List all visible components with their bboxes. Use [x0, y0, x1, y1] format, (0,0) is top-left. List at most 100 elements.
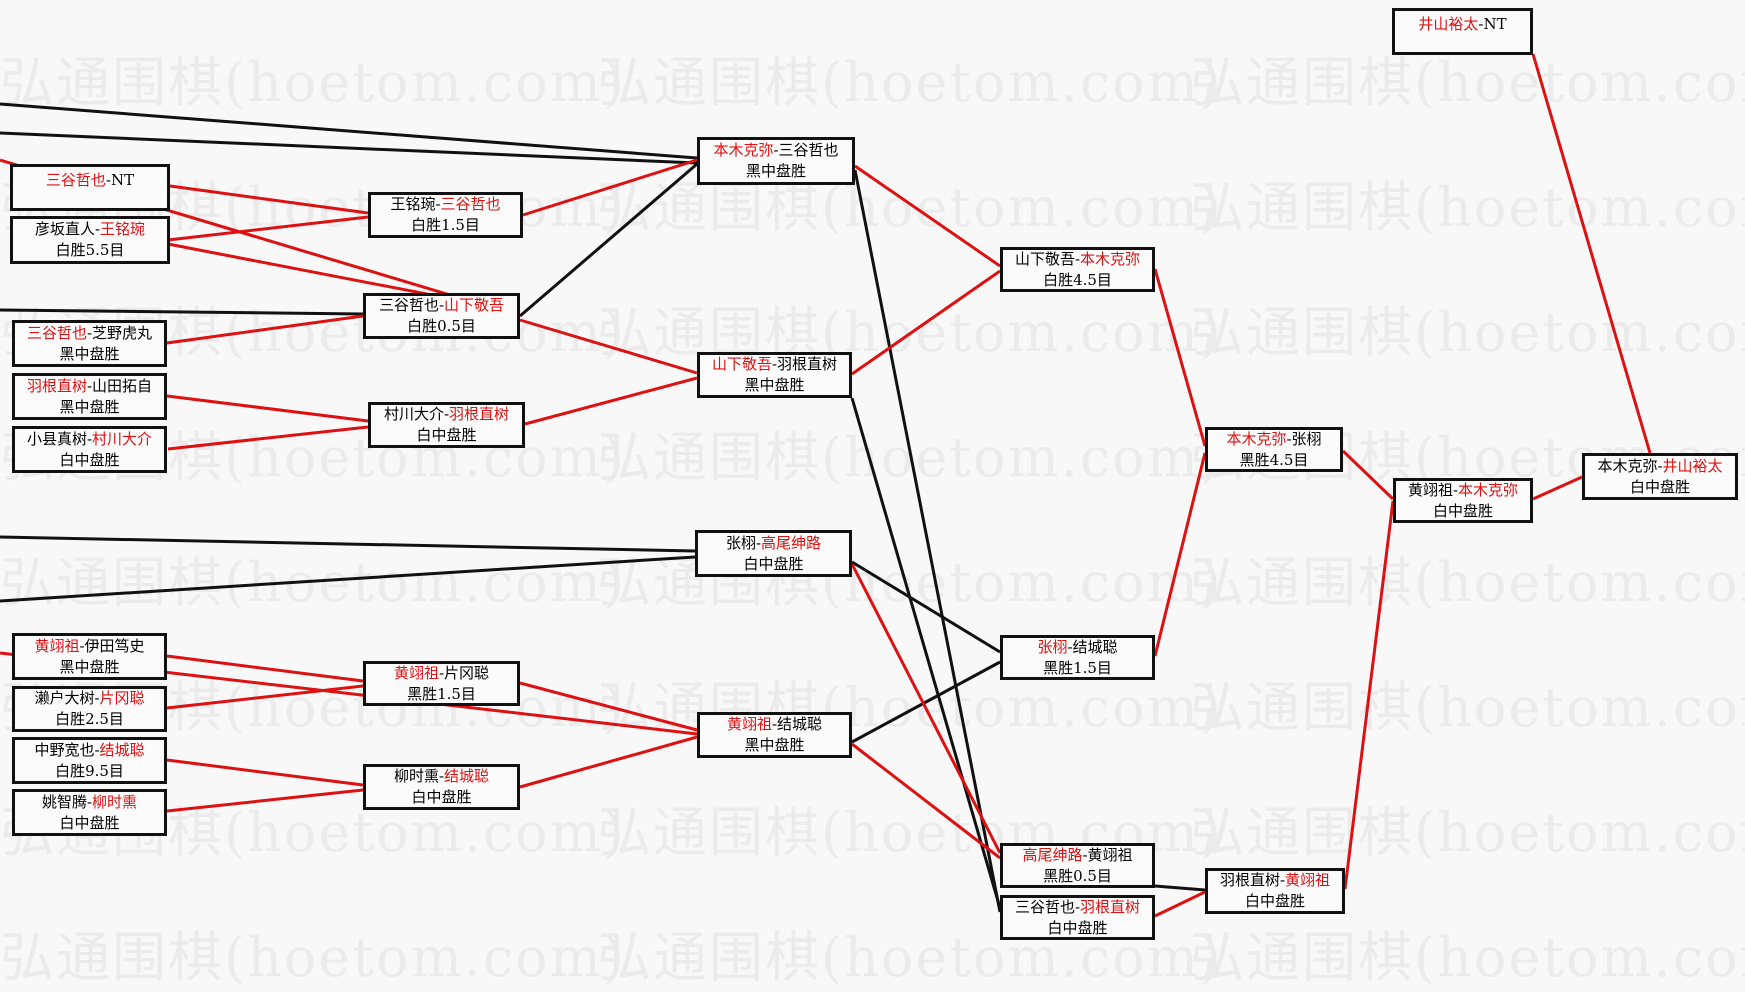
match-players: 三谷哲也-芝野虎丸 — [27, 323, 152, 344]
player-name: 王铭琬 — [390, 195, 436, 213]
connector-winner-line — [169, 184, 369, 215]
match-result: 白胜2.5目 — [55, 710, 124, 728]
watermark-text: 弘通围棋(hoetom.com) — [0, 51, 626, 114]
match-players: 三谷哲也-NT — [46, 170, 134, 191]
connector-winner-line — [166, 314, 364, 345]
match-result: 白中盘胜 — [1047, 918, 1108, 937]
separator: - — [94, 220, 101, 238]
separator: - — [1657, 456, 1663, 475]
separator: - — [438, 663, 445, 682]
match-box-huang-ida[interactable]: 黄翊祖-伊田笃史 黑中盘胜 — [12, 633, 167, 680]
connector-winner-line — [167, 425, 369, 451]
match-result: 白中盘胜 — [1432, 501, 1493, 520]
match-players: 本木克弥-三谷哲也 — [713, 140, 838, 161]
match-players: 黄翊祖-伊田笃史 — [34, 636, 144, 657]
winner-name: 本木克弥 — [713, 141, 774, 159]
match-players: 濑户大树-片冈聪 — [34, 688, 144, 709]
connector-winner-line — [166, 788, 364, 813]
winner-name: 三谷哲也 — [45, 171, 106, 189]
winner-name: 山下敬吾 — [444, 296, 505, 314]
player-name: 芝野虎丸 — [92, 323, 153, 342]
match-box-huang-kataoka[interactable]: 黄翊祖-片冈聪 黑胜1.5目 — [363, 661, 520, 706]
winner-name: 三谷哲也 — [440, 195, 501, 213]
connector-winner-line — [519, 681, 698, 732]
separator: - — [1074, 897, 1081, 916]
match-box-hikosaka-wang[interactable]: 彦坂直人-王铭琬 白胜5.5目 — [10, 216, 170, 264]
match-box-yamashita-hane[interactable]: 山下敬吾-羽根直树 黑中盘胜 — [697, 352, 852, 398]
match-players: 本木克弥-井山裕太 — [1597, 456, 1722, 477]
match-box-motoki-mitani[interactable]: 本木克弥-三谷哲也 黑中盘胜 — [697, 137, 855, 185]
connector-winner-line — [519, 735, 698, 789]
winner-name: 井山裕太 — [1662, 456, 1723, 475]
match-box-motoki-iyama[interactable]: 本木克弥-井山裕太 白中盘胜 — [1582, 453, 1738, 500]
match-box-yamashita-motoki[interactable]: 山下敬吾-本木克弥 白胜4.5目 — [1000, 247, 1155, 292]
match-result: 白中盘胜 — [416, 426, 477, 444]
match-box-zhang-yuki[interactable]: 张栩-结城聪 黑胜1.5目 — [1000, 635, 1155, 680]
match-players: 山下敬吾-本木克弥 — [1015, 249, 1140, 270]
connector-winner-line — [166, 394, 369, 423]
match-result: 黑胜0.5目 — [1043, 866, 1112, 885]
match-box-yao-yanagi[interactable]: 姚智腾-柳时熏 白中盘胜 — [12, 789, 167, 836]
winner-name: 黄翊祖 — [34, 636, 80, 655]
player-name: 山下敬吾 — [1014, 249, 1075, 268]
match-box-iyama-nt[interactable]: 井山裕太-NT — [1392, 8, 1533, 55]
player-name: 三谷哲也 — [378, 296, 439, 314]
connector-loser-line — [1154, 884, 1206, 892]
match-box-seto-kataoka[interactable]: 濑户大树-片冈聪 白胜2.5目 — [12, 686, 167, 732]
connector-winner-line — [1343, 500, 1395, 890]
connector-loser-line — [0, 102, 698, 160]
winner-name: 本木克弥 — [1226, 429, 1287, 448]
connector-loser-line — [851, 660, 1001, 744]
player-name: 小县真树 — [26, 429, 87, 448]
connector-winner-line — [1153, 452, 1207, 657]
match-players: 黄翊祖-结城聪 — [727, 714, 822, 735]
match-box-mitani-shibano[interactable]: 三谷哲也-芝野虎丸 黑中盘胜 — [12, 320, 167, 367]
player-name: 山田拓自 — [92, 376, 153, 395]
match-result: 白中盘胜 — [1629, 477, 1690, 496]
match-result: 白胜4.5目 — [1043, 270, 1112, 289]
match-box-ogata-murakawa[interactable]: 小县真树-村川大介 白中盘胜 — [12, 426, 167, 473]
winner-name: 本木克弥 — [1080, 249, 1141, 268]
winner-name: 本木克弥 — [1458, 480, 1519, 499]
watermark-text: 弘通围棋(hoetom.com) — [1190, 551, 1745, 614]
separator: - — [86, 429, 93, 448]
match-box-hane-huang[interactable]: 羽根直树-黄翊祖 白中盘胜 — [1205, 868, 1345, 914]
match-box-huang-yuki[interactable]: 黄翊祖-结城聪 黑中盘胜 — [697, 712, 852, 758]
match-box-mitani-nt[interactable]: 三谷哲也-NT — [10, 164, 170, 211]
watermark-text: 弘通围棋(hoetom.com) — [597, 413, 1223, 492]
match-result: 黑中盘胜 — [745, 162, 806, 180]
match-players: 张栩-结城聪 — [1037, 637, 1117, 658]
match-box-hane-yamada[interactable]: 羽根直树-山田拓自 黑中盘胜 — [12, 373, 167, 420]
watermark-text: 弘通围棋(hoetom.com) — [1190, 801, 1745, 864]
match-players: 黄翊祖-片冈聪 — [394, 663, 489, 684]
connector-winner-line — [166, 758, 364, 787]
separator: - — [86, 323, 93, 342]
match-box-wang-mitani[interactable]: 王铭琬-三谷哲也 白胜1.5目 — [368, 192, 523, 238]
separator: - — [79, 636, 85, 655]
match-players: 高尾绅路-黄翊祖 — [1022, 845, 1132, 866]
separator: - — [773, 141, 779, 159]
winner-name: 羽根直树 — [1080, 897, 1141, 916]
separator: - — [86, 792, 93, 811]
separator: - — [94, 689, 100, 707]
match-box-murakawa-hane[interactable]: 村川大介-羽根直树 白中盘胜 — [368, 402, 525, 448]
match-box-mitani-hane[interactable]: 三谷哲也-羽根直树 白中盘胜 — [1000, 895, 1155, 940]
match-box-huang-motoki[interactable]: 黄翊祖-本木克弥 白中盘胜 — [1393, 478, 1533, 523]
match-result: 黑中盘胜 — [59, 657, 120, 676]
match-result: 白胜5.5目 — [55, 241, 125, 259]
winner-name: 黄翊祖 — [393, 663, 439, 682]
winner-name: 柳时熏 — [92, 792, 138, 811]
match-box-nakano-yuki[interactable]: 中野宽也-结城聪 白胜9.5目 — [12, 737, 167, 784]
connector-winner-line — [851, 742, 1001, 860]
match-result: 白中盘胜 — [59, 813, 120, 832]
match-box-motoki-zhang[interactable]: 本木克弥-张栩 黑胜4.5目 — [1205, 427, 1343, 472]
match-box-zhang-takao[interactable]: 张栩-高尾绅路 白中盘胜 — [695, 530, 852, 577]
winner-name: 结城聪 — [99, 740, 145, 759]
player-name: 村川大介 — [383, 405, 444, 423]
match-box-mitani-yamashita[interactable]: 三谷哲也-山下敬吾 白胜0.5目 — [363, 293, 520, 339]
player-name: 张栩 — [725, 533, 756, 552]
connector-loser-line — [851, 560, 1001, 654]
match-box-takao-huang[interactable]: 高尾绅路-黄翊祖 黑胜0.5目 — [1000, 843, 1155, 888]
match-box-yanagi-yuki[interactable]: 柳时熏-结城聪 白中盘胜 — [363, 764, 520, 810]
connector-winner-line — [1531, 53, 1652, 454]
